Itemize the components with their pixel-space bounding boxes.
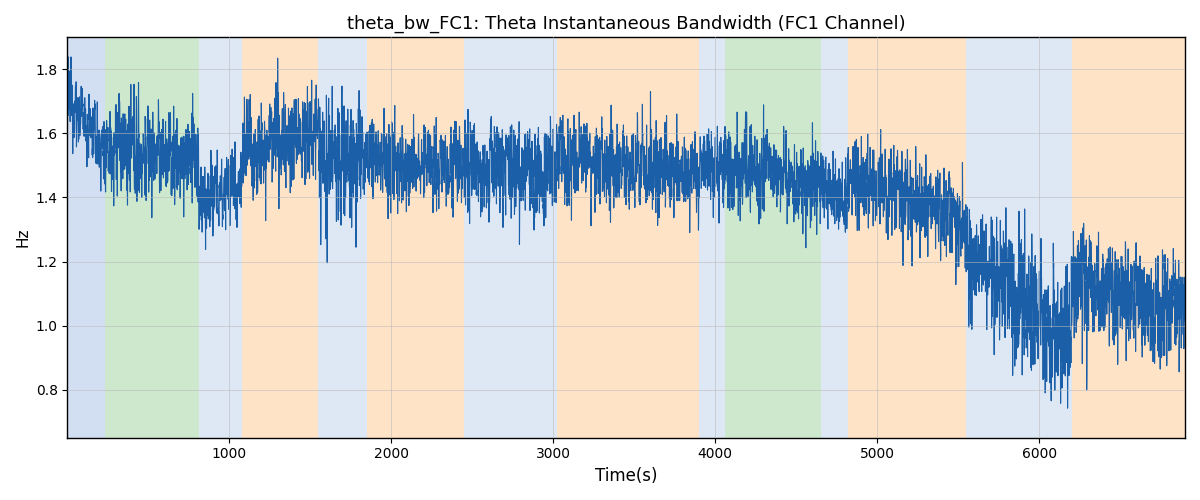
Bar [725, 38, 821, 438]
Bar [1072, 38, 1186, 438]
Bar [67, 38, 104, 438]
Bar [966, 38, 1072, 438]
Bar [198, 38, 242, 438]
Title: theta_bw_FC1: Theta Instantaneous Bandwidth (FC1 Channel): theta_bw_FC1: Theta Instantaneous Bandwi… [347, 15, 906, 34]
Bar [700, 38, 725, 438]
Bar [242, 38, 318, 438]
Bar [367, 38, 464, 438]
Bar [104, 38, 198, 438]
Bar [318, 38, 367, 438]
Y-axis label: Hz: Hz [16, 228, 30, 248]
X-axis label: Time(s): Time(s) [595, 467, 658, 485]
Bar [848, 38, 966, 438]
Bar [821, 38, 848, 438]
Bar [557, 38, 700, 438]
Bar [464, 38, 557, 438]
